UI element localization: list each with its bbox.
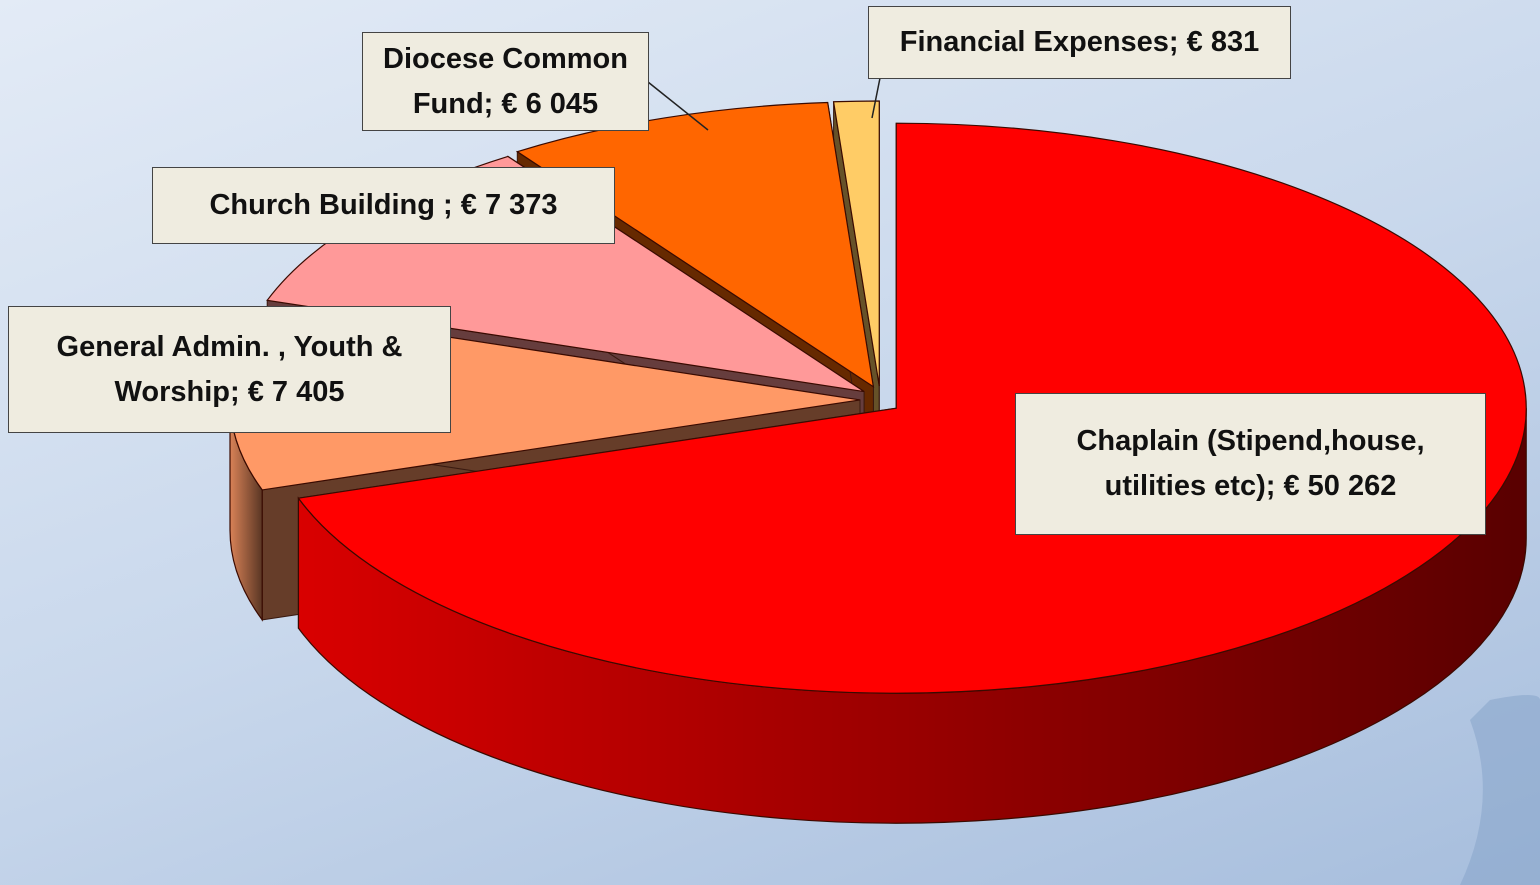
value-label: € 6 045: [501, 87, 599, 120]
slice-top: [832, 100, 880, 387]
leader-line: [647, 81, 709, 131]
category-label: Diocese Common Fund;: [383, 42, 628, 120]
data-label: Chaplain (Stipend,house, utilities etc);…: [1015, 393, 1486, 535]
data-label: General Admin. , Youth & Worship; € 7 40…: [8, 306, 451, 433]
category-label: General Admin. , Youth & Worship;: [56, 330, 403, 408]
slice: [297, 122, 1527, 824]
leader-line: [871, 77, 881, 119]
data-label: Financial Expenses; € 831: [868, 6, 1291, 79]
data-label: Diocese Common Fund; € 6 045: [362, 32, 649, 131]
data-label: Church Building ; € 7 373: [152, 167, 615, 244]
slice-top: [297, 122, 1527, 694]
category-label: Financial Expenses;: [899, 26, 1179, 58]
category-label: Chaplain (Stipend,house, utilities etc);: [1076, 425, 1425, 502]
value-label: € 50 262: [1283, 470, 1397, 502]
value-label: € 831: [1186, 26, 1260, 58]
background-swoosh: [1460, 695, 1540, 885]
value-label: € 7 373: [460, 189, 558, 221]
category-label: Church Building ;: [209, 189, 453, 221]
value-label: € 7 405: [247, 375, 345, 408]
